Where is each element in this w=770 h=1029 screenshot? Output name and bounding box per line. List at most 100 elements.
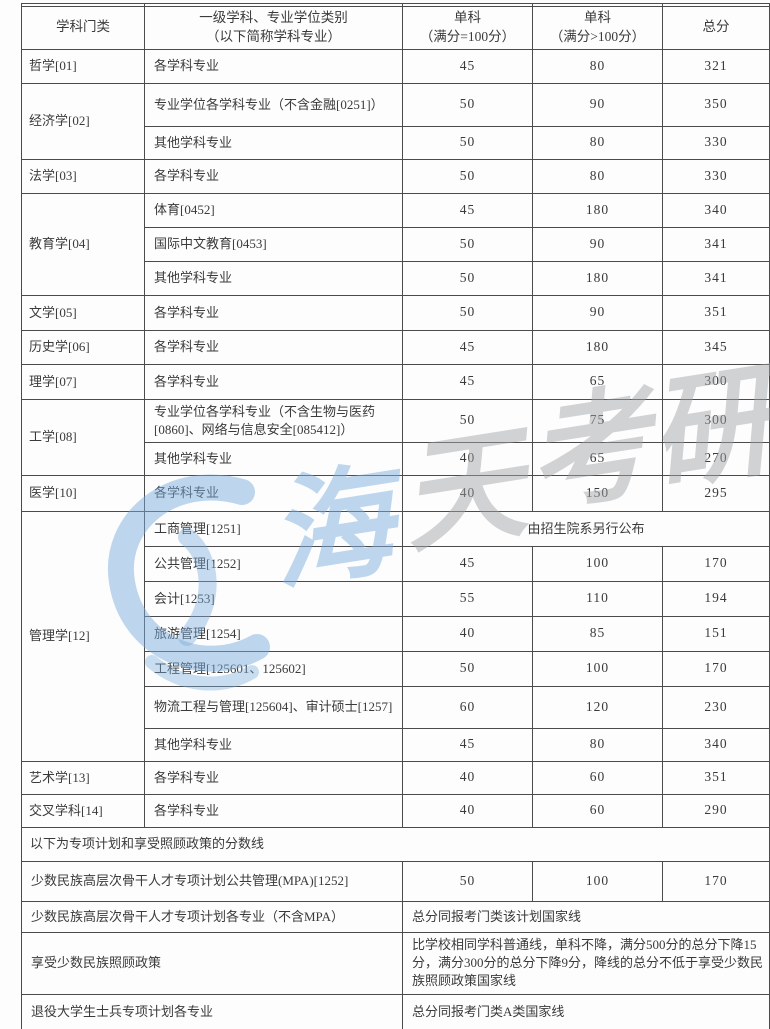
category-cell: 医学[10] bbox=[21, 474, 145, 512]
category-cell: 法学[03] bbox=[21, 158, 145, 194]
score-total: 170 bbox=[662, 860, 770, 902]
score-single-over100: 85 bbox=[532, 615, 663, 652]
major-cell: 其他学科专业 bbox=[144, 125, 403, 160]
header-major: 一级学科、专业学位类别 （以下简称学科专业） bbox=[144, 6, 403, 50]
score-single-100: 45 bbox=[402, 727, 533, 762]
score-total: 170 bbox=[662, 545, 770, 582]
header-major-line1: 一级学科、专业学位类别 bbox=[199, 10, 348, 25]
score-single-over100: 100 bbox=[532, 860, 663, 902]
score-single-over100: 90 bbox=[532, 226, 663, 262]
score-total: 350 bbox=[662, 82, 770, 127]
major-cell: 各学科专业 bbox=[144, 474, 403, 512]
major-cell: 专业学位各学科专业（不含金融[0251]） bbox=[144, 82, 403, 127]
score-total: 290 bbox=[662, 793, 770, 828]
score-single-100: 40 bbox=[402, 441, 533, 476]
score-single-over100: 60 bbox=[532, 760, 663, 795]
score-single-over100: 80 bbox=[532, 158, 663, 194]
table-row: 其他学科专业 45 80 340 bbox=[22, 727, 770, 762]
score-total: 345 bbox=[662, 329, 770, 365]
score-total: 351 bbox=[662, 294, 770, 331]
table-row: 享受少数民族照顾政策 比学校相同学科普通线，单科不降，满分500分的总分下降15… bbox=[21, 931, 770, 995]
major-cell: 工商管理[1251] bbox=[144, 510, 403, 547]
score-total: 341 bbox=[662, 226, 770, 262]
score-single-over100: 100 bbox=[532, 545, 663, 582]
major-cell: 公共管理[1252] bbox=[144, 545, 403, 582]
table-row: 经济学[02] 专业学位各学科专业（不含金融[0251]） 50 90 350 bbox=[21, 82, 770, 160]
score-total: 340 bbox=[662, 192, 770, 228]
score-total: 300 bbox=[662, 363, 770, 400]
table-row: 管理学[12] 工商管理[1251] 由招生院系另行公布 bbox=[21, 510, 770, 762]
category-cell: 教育学[04] bbox=[21, 192, 145, 296]
score-single-100: 50 bbox=[402, 158, 533, 194]
header-single-100: 单科 （满分=100分） bbox=[402, 6, 533, 50]
header-over100-line1: 单科 bbox=[584, 10, 611, 25]
header-total-label: 总分 bbox=[702, 19, 730, 35]
score-total: 351 bbox=[662, 760, 770, 795]
header-category: 学科门类 bbox=[21, 6, 145, 50]
header-single-over100: 单科 （满分>100分） bbox=[532, 6, 663, 50]
score-total: 330 bbox=[662, 158, 770, 194]
score-single-100: 45 bbox=[402, 192, 533, 228]
score-single-100: 50 bbox=[402, 398, 533, 443]
major-cell: 体育[0452] bbox=[144, 192, 403, 228]
table-row: 教育学[04] 体育[0452] 45 180 340 bbox=[21, 192, 770, 296]
category-cell: 历史学[06] bbox=[21, 329, 145, 365]
score-single-100: 40 bbox=[402, 615, 533, 652]
score-single-over100: 90 bbox=[532, 294, 663, 331]
score-total: 340 bbox=[662, 727, 770, 762]
special-label-cell: 享受少数民族照顾政策 bbox=[21, 931, 403, 995]
major-cell: 专业学位各学科专业（不含生物与医药[0860]、网络与信息安全[085412]） bbox=[144, 398, 403, 443]
category-cell: 工学[08] bbox=[21, 398, 145, 476]
score-total: 170 bbox=[662, 650, 770, 687]
major-cell: 会计[1253] bbox=[144, 580, 403, 617]
table-row: 其他学科专业 50 180 341 bbox=[22, 260, 770, 296]
score-total: 295 bbox=[662, 474, 770, 512]
score-single-100: 50 bbox=[402, 260, 533, 296]
score-total: 341 bbox=[662, 260, 770, 296]
score-single-over100: 90 bbox=[532, 82, 663, 127]
table-row: 少数民族高层次骨干人才专项计划公共管理(MPA)[1252] 50 100 17… bbox=[21, 860, 770, 902]
header-single100-line2: （满分=100分） bbox=[419, 28, 516, 44]
major-cell: 各学科专业 bbox=[144, 329, 403, 365]
score-total: 330 bbox=[662, 125, 770, 160]
score-single-over100: 180 bbox=[532, 329, 663, 365]
special-label-cell: 少数民族高层次骨干人才专项计划公共管理(MPA)[1252] bbox=[21, 860, 403, 902]
major-cell: 其他学科专业 bbox=[144, 260, 403, 296]
special-note-cell: 总分同报考门类该计划国家线 bbox=[402, 900, 770, 933]
section-banner-row: 以下为专项计划和享受照顾政策的分数线 bbox=[21, 826, 770, 862]
major-cell: 各学科专业 bbox=[144, 363, 403, 400]
score-total: 321 bbox=[662, 48, 770, 84]
header-total: 总分 bbox=[662, 6, 770, 50]
score-single-100: 40 bbox=[402, 793, 533, 828]
special-note-cell: 总分同报考门类A类国家线 bbox=[402, 993, 770, 1029]
score-total: 270 bbox=[662, 441, 770, 476]
score-single-over100: 110 bbox=[532, 580, 663, 617]
table-row: 交叉学科[14] 各学科专业 40 60 290 bbox=[21, 793, 770, 828]
score-single-100: 45 bbox=[402, 363, 533, 400]
major-cell: 旅游管理[1254] bbox=[144, 615, 403, 652]
score-single-100: 60 bbox=[402, 685, 533, 729]
score-single-100: 40 bbox=[402, 760, 533, 795]
table-row: 旅游管理[1254] 40 85 151 bbox=[22, 615, 770, 652]
major-cell: 各学科专业 bbox=[144, 158, 403, 194]
table-row: 国际中文教育[0453] 50 90 341 bbox=[22, 226, 770, 262]
special-note-cell: 比学校相同学科普通线，单科不降，满分500分的总分下降15分，满分300分的总分… bbox=[402, 931, 770, 995]
score-total: 194 bbox=[662, 580, 770, 617]
cutoff-cell bbox=[662, 3, 770, 7]
table-row: 少数民族高层次骨干人才专项计划各专业（不含MPA） 总分同报考门类该计划国家线 bbox=[21, 900, 770, 933]
table-row: 会计[1253] 55 110 194 bbox=[22, 580, 770, 617]
table-row: 历史学[06] 各学科专业 45 180 345 bbox=[21, 329, 770, 365]
table-row: 其他学科专业 40 65 270 bbox=[22, 441, 770, 476]
table-row: 文学[05] 各学科专业 50 90 351 bbox=[21, 294, 770, 331]
table-row: 医学[10] 各学科专业 40 150 295 bbox=[21, 474, 770, 512]
score-single-100: 55 bbox=[402, 580, 533, 617]
major-cell: 各学科专业 bbox=[144, 793, 403, 828]
category-cell: 艺术学[13] bbox=[21, 760, 145, 795]
major-cell: 各学科专业 bbox=[144, 294, 403, 331]
table-row: 理学[07] 各学科专业 45 65 300 bbox=[21, 363, 770, 400]
score-total: 300 bbox=[662, 398, 770, 443]
major-cell: 其他学科专业 bbox=[144, 441, 403, 476]
major-cell: 各学科专业 bbox=[144, 760, 403, 795]
score-total: 151 bbox=[662, 615, 770, 652]
score-single-100: 50 bbox=[402, 650, 533, 687]
